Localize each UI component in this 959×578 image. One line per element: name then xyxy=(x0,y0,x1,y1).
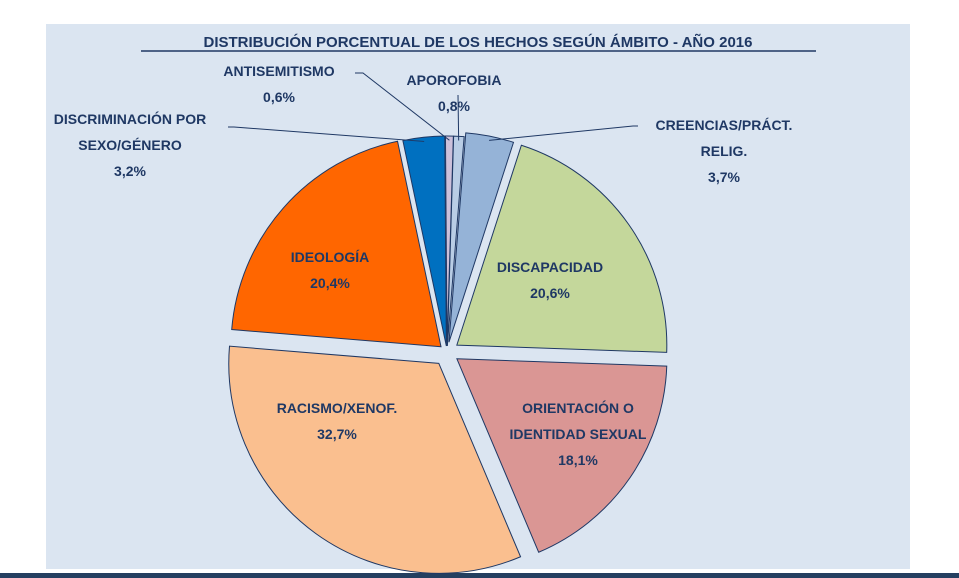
slice-category-label: ANTISEMITISMO xyxy=(223,63,334,79)
slice-category-label: RELIG. xyxy=(701,143,748,159)
slice-value-label: 0,8% xyxy=(438,98,470,114)
leader-line xyxy=(489,126,638,140)
slice-label: APOROFOBIA 0,8% xyxy=(407,72,502,114)
slice-label: DISCRIMINACIÓN POR SEXO/GÉNERO 3,2% xyxy=(54,110,206,179)
slice-value-label: 0,6% xyxy=(263,89,295,105)
slice-value-label: 3,2% xyxy=(114,163,146,179)
slice-label: ANTISEMITISMO 0,6% xyxy=(223,63,334,105)
slice-category-label: DISCAPACIDAD xyxy=(497,259,603,275)
slice-label: CREENCIAS/PRÁCT. RELIG. 3,7% xyxy=(656,117,793,185)
slice-value-label: 3,7% xyxy=(708,169,740,185)
slice-category-label: IDENTIDAD SEXUAL xyxy=(510,426,647,442)
slice-category-label: IDEOLOGÍA xyxy=(291,249,370,265)
slice-value-label: 20,6% xyxy=(530,285,570,301)
slice-category-label: RACISMO/XENOF. xyxy=(277,400,398,416)
slice-category-label: DISCRIMINACIÓN POR xyxy=(54,110,206,127)
leader-line xyxy=(228,127,424,141)
slice-value-label: 18,1% xyxy=(558,452,598,468)
slice-category-label: CREENCIAS/PRÁCT. xyxy=(656,117,793,133)
chart-title: DISTRIBUCIÓN PORCENTUAL DE LOS HECHOS SE… xyxy=(204,33,753,51)
slice-category-label: ORIENTACIÓN O xyxy=(522,399,634,416)
slice-value-label: 32,7% xyxy=(317,426,357,442)
slice-value-label: 20,4% xyxy=(310,275,350,291)
slice-category-label: APOROFOBIA xyxy=(407,72,502,88)
slice-category-label: SEXO/GÉNERO xyxy=(78,137,182,153)
